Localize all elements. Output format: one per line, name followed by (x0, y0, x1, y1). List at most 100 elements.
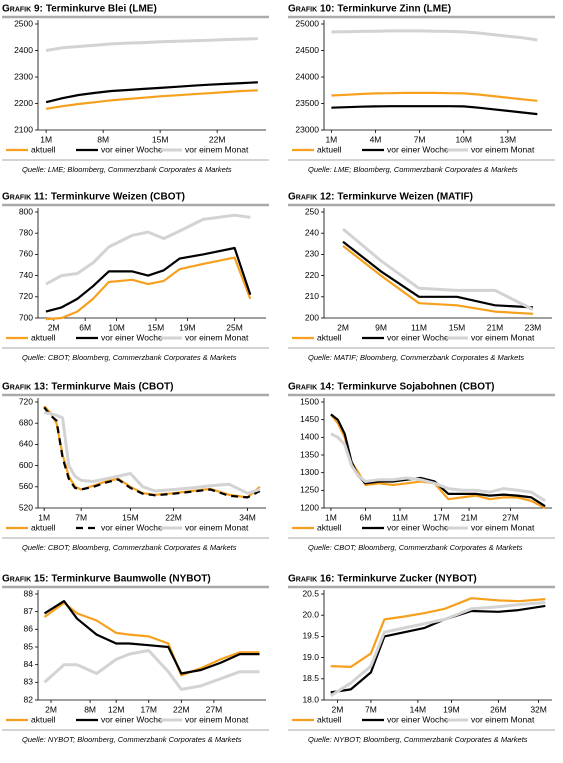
legend-label: vor einem Monat (471, 332, 535, 342)
x-tick-label: 26M (490, 704, 507, 714)
x-tick-label: 2M (332, 704, 344, 714)
y-tick-label: 2300 (14, 71, 33, 81)
series-line (330, 413, 546, 508)
y-tick-label: 1250 (300, 485, 319, 495)
x-tick-label: 1M (325, 512, 337, 522)
chart-panel: Grafik 12: Terminkurve Weizen (MATIF) 200 2… (288, 192, 555, 362)
series-line (45, 81, 258, 104)
legend-label: vor einem Monat (185, 332, 249, 342)
source-note: Quelle: LME; Bloomberg, Commerzbank Corp… (22, 165, 232, 174)
legend-label: aktuell (317, 714, 342, 724)
legend-label: vor einem Monat (471, 522, 535, 532)
x-tick-label: 1M (325, 134, 337, 144)
y-tick-label: 680 (19, 417, 33, 427)
y-tick-label: 230 (305, 249, 319, 259)
y-tick-label: 24000 (295, 71, 319, 81)
x-tick-label: 32M (530, 704, 547, 714)
y-tick-label: 24500 (295, 45, 319, 55)
x-tick-label: 34M (239, 512, 256, 522)
x-tick-label: 22M (165, 512, 182, 522)
y-tick-label: 200 (305, 312, 319, 322)
series-line (43, 406, 261, 499)
chart-title: Terminkurve Weizen (CBOT) (51, 192, 185, 203)
x-tick-label: 10M (455, 134, 472, 144)
x-tick-label: 19M (443, 704, 460, 714)
chart-label: Grafik 14: (288, 382, 334, 393)
y-tick-label: 84 (24, 659, 34, 669)
chart-panel: Grafik 15: Terminkurve Baumwolle (NYBOT) 8… (2, 574, 269, 744)
x-tick-label: 1M (38, 512, 50, 522)
chart-label: Grafik 11: (2, 192, 48, 203)
source-note: Quelle: CBOT; Bloomberg, Commerzbank Cor… (308, 543, 523, 552)
series-line (329, 601, 546, 698)
chart-panel: Grafik 9: Terminkurve Blei (LME) 2100 2200 2… (2, 4, 269, 174)
y-tick-label: 19.0 (302, 652, 319, 662)
series-line (45, 256, 252, 321)
chart-label: Grafik 16: (288, 574, 334, 585)
y-tick-label: 2100 (14, 124, 33, 134)
source-note: Quelle: MATIF; Bloomberg, Commerzbank Co… (308, 353, 524, 362)
y-tick-label: 20.5 (302, 588, 319, 598)
legend-label: aktuell (317, 144, 342, 154)
y-tick-label: 240 (305, 227, 319, 237)
y-tick-label: 210 (305, 291, 319, 301)
x-tick-label: 14M (410, 704, 427, 714)
source-note: Quelle: LME; Bloomberg, Commerzbank Corp… (308, 165, 518, 174)
chart-panel: Grafik 13: Terminkurve Mais (CBOT) 520 560 6… (2, 382, 269, 552)
chart-label: Grafik 10: (288, 4, 334, 15)
y-tick-label: 1350 (300, 449, 319, 459)
x-tick-label: 13M (500, 134, 517, 144)
series-line (330, 604, 546, 694)
y-tick-label: 19.5 (302, 631, 319, 641)
chart-label: Grafik 12: (288, 192, 334, 203)
series-line (43, 649, 260, 691)
y-tick-label: 1500 (300, 396, 319, 406)
chart-panel: Grafik 11: Terminkurve Weizen (CBOT) 700 72… (2, 192, 269, 362)
series-line (45, 89, 258, 110)
series-line (330, 597, 546, 668)
legend-label: vor einer Woche (387, 144, 449, 154)
chart-title: Terminkurve Sojabohnen (CBOT) (337, 382, 494, 393)
y-tick-label: 720 (19, 291, 33, 301)
y-tick-label: 1400 (300, 432, 319, 442)
legend-label: aktuell (317, 332, 342, 342)
series-line (331, 91, 538, 102)
y-tick-label: 2200 (14, 98, 33, 108)
y-tick-label: 20.0 (302, 609, 319, 619)
x-tick-label: 6M (79, 322, 91, 332)
y-tick-label: 2400 (14, 45, 33, 55)
y-tick-label: 82 (24, 694, 34, 704)
series-line (342, 240, 534, 309)
chart-title: Terminkurve Zucker (NYBOT) (337, 574, 476, 585)
series-line (342, 227, 534, 311)
x-tick-label: 8M (84, 704, 96, 714)
y-tick-label: 2500 (14, 18, 33, 28)
x-tick-label: 11M (392, 512, 408, 522)
y-tick-label: 800 (19, 206, 33, 216)
x-tick-label: 2M (45, 704, 57, 714)
source-note: Quelle: NYBOT; Bloomberg, Commerzbank Co… (308, 735, 528, 744)
y-tick-label: 23500 (295, 98, 319, 108)
y-tick-label: 220 (305, 270, 319, 280)
x-tick-label: 17M (140, 704, 157, 714)
legend-label: aktuell (31, 144, 56, 154)
chart-title: Terminkurve Zinn (LME) (337, 4, 451, 15)
x-tick-label: 11M (411, 322, 427, 332)
chart-label: Grafik 15: (2, 574, 48, 585)
y-tick-label: 740 (19, 270, 33, 280)
legend-label: vor einer Woche (101, 522, 163, 532)
legend-label: vor einem Monat (185, 714, 249, 724)
series-line (45, 37, 258, 52)
x-tick-label: 7M (365, 704, 377, 714)
x-tick-label: 7M (75, 512, 87, 522)
legend-label: vor einer Woche (101, 332, 163, 342)
y-tick-label: 83 (24, 677, 34, 687)
chart-label: Grafik 9: (2, 4, 43, 15)
x-tick-label: 2M (48, 322, 60, 332)
x-tick-label: 17M (433, 512, 450, 522)
series-line (342, 245, 534, 315)
series-line (43, 411, 261, 495)
x-tick-label: 27M (206, 704, 223, 714)
